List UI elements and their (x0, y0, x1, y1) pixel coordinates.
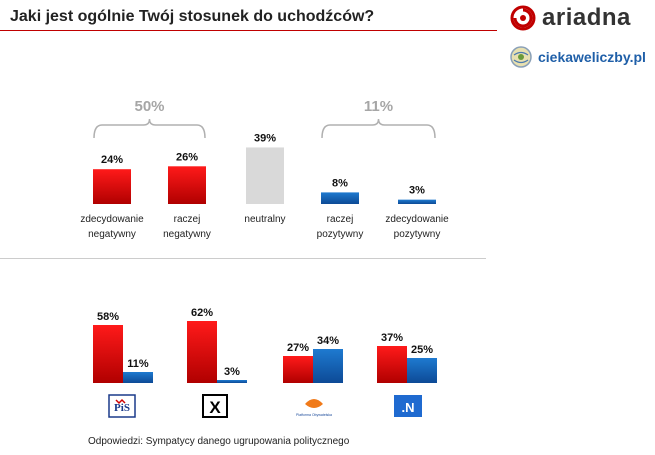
party-bar-0-1 (123, 372, 153, 383)
party-value-label-3-0: 37% (381, 332, 403, 344)
nowoczesna-logo-frame (394, 395, 422, 417)
party-value-label-0-1: 11% (127, 358, 149, 370)
survey-category-label-3-0: raczej (327, 214, 354, 225)
ariadna-wordmark: ariadna (542, 4, 631, 31)
nowoczesna-logo-text: .N (402, 400, 415, 415)
survey-category-label-1-0: raczej (174, 214, 201, 225)
party-bar-2-0 (283, 356, 313, 383)
survey-bar-4 (398, 199, 436, 204)
party-bar-1-0 (187, 321, 217, 383)
ciekaweliczby-wordmark: ciekaweliczby.pl (538, 49, 646, 65)
party-bar-0-0 (93, 325, 123, 383)
pis-logo-frame (108, 394, 136, 418)
ciekaweliczby-globe-icon (510, 46, 532, 68)
survey-bar-2 (246, 147, 284, 204)
survey-category-label-2-0: neutralny (244, 214, 285, 225)
survey-value-label-4: 3% (409, 185, 425, 197)
ariadna-logo: ariadna (510, 4, 631, 32)
survey-value-label-3: 8% (332, 177, 348, 189)
group-bracket-1 (321, 118, 436, 139)
party-bar-3-1 (407, 358, 437, 383)
party-bar-1-1 (217, 380, 247, 383)
po-logo-mark (305, 399, 323, 408)
group-bracket-0 (93, 118, 206, 139)
footer-note: Odpowiedzi: Sympatycy danego ugrupowania… (88, 436, 350, 447)
kukiz-logo-x-icon: X (209, 398, 221, 417)
survey-value-label-2: 39% (254, 132, 276, 144)
party-value-label-2-1: 34% (317, 335, 339, 347)
party-value-label-1-0: 62% (191, 307, 213, 319)
survey-value-label-1: 26% (176, 151, 198, 163)
survey-category-label-4-0: zdecydowanie (385, 214, 449, 225)
party-value-label-0-0: 58% (97, 311, 119, 323)
survey-category-label-1-1: negatywny (163, 229, 211, 240)
ariadna-swirl-icon (510, 5, 536, 31)
group-total-label-1: 11% (364, 98, 393, 115)
party-value-label-3-1: 25% (411, 344, 433, 356)
survey-bar-1 (168, 166, 206, 204)
party-value-label-2-0: 27% (287, 342, 309, 354)
survey-category-label-3-1: pozytywny (317, 229, 364, 240)
po-logo-text: Platforma Obywatelska (296, 413, 332, 417)
survey-category-label-4-1: pozytywny (394, 229, 441, 240)
party-bar-3-0 (377, 346, 407, 383)
title-rule (0, 30, 497, 31)
survey-value-label-0: 24% (101, 154, 123, 166)
survey-bar-3 (321, 192, 359, 204)
survey-category-label-0-1: negatywny (88, 229, 136, 240)
pis-logo-mark (115, 398, 126, 405)
party-value-label-1-1: 3% (224, 366, 240, 378)
party-bar-2-1 (313, 349, 343, 383)
kukiz-logo-frame (202, 394, 228, 418)
survey-bar-0 (93, 169, 131, 204)
group-total-label-0: 50% (134, 98, 164, 115)
survey-category-label-0-0: zdecydowanie (80, 214, 144, 225)
section-divider (0, 258, 486, 259)
pis-logo-text: PiS (114, 402, 130, 414)
ciekaweliczby-logo: ciekaweliczby.pl (510, 46, 646, 68)
page-title: Jaki jest ogólnie Twój stosunek do uchod… (10, 8, 375, 25)
